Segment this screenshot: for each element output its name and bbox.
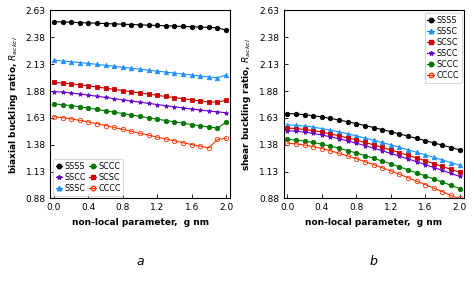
Y-axis label: biaxial buckling ratio, $R_{ackcl}$: biaxial buckling ratio, $R_{ackcl}$ — [7, 36, 20, 174]
X-axis label: non-local parameter,  g nm: non-local parameter, g nm — [305, 218, 443, 227]
X-axis label: non-local parameter,  g nm: non-local parameter, g nm — [72, 218, 209, 227]
Text: b: b — [370, 255, 378, 268]
Legend: SSSS, SSCC, SSSC, SCCC, SCSC, CCCC: SSSS, SSCC, SSSC, SCCC, SCSC, CCCC — [53, 159, 124, 196]
Y-axis label: shear buckling ratio, $R_{ackcl}$: shear buckling ratio, $R_{ackcl}$ — [240, 38, 254, 171]
Legend: SSSS, SSSC, SCSC, SSCC, SCCC, CCCC: SSSS, SSSC, SCSC, SSCC, SCCC, CCCC — [425, 13, 462, 83]
Text: a: a — [137, 255, 144, 268]
